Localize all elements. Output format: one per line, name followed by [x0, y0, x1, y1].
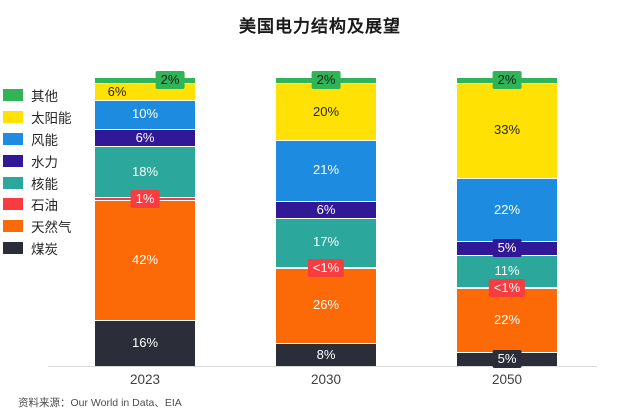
bar-label-other-2023: 2% — [155, 70, 185, 89]
chart-title: 美国电力结构及展望 — [239, 17, 401, 36]
legend-item-nuclear: 核能 — [3, 172, 72, 194]
source-note: 资料来源：Our World in Data、EIA — [18, 397, 182, 409]
bar-segment-coal-2030 — [276, 343, 376, 366]
bar-segment-gas-2023 — [95, 200, 195, 321]
bar-label-other-2050: 2% — [492, 70, 522, 89]
bar-label-wind-2023: 10% — [131, 105, 159, 121]
bar-segment-wind-2030 — [276, 140, 376, 201]
legend-swatch-oil — [3, 198, 23, 211]
bar-label-gas-2030: 26% — [312, 297, 340, 313]
bar-label-nuclear-2050: 11% — [494, 263, 520, 279]
bar-label-oil-2023: 1% — [130, 189, 160, 208]
legend-label: 煤炭 — [31, 242, 58, 258]
legend-swatch-gas — [3, 220, 23, 233]
bar-segment-coal-2023 — [95, 320, 195, 366]
legend-label: 核能 — [31, 176, 58, 192]
bar-label-wind-2030: 21% — [312, 162, 340, 178]
legend-swatch-wind — [3, 132, 23, 145]
legend-label: 风能 — [31, 132, 58, 148]
bar-label-oil-2050: <1% — [488, 278, 526, 297]
x-tick-2050: 2050 — [491, 372, 523, 387]
bar-segment-hydro-2030 — [276, 200, 376, 218]
x-axis-line — [48, 366, 597, 367]
legend-label: 天然气 — [31, 220, 72, 236]
legend-item-oil: 石油 — [3, 193, 72, 215]
legend-label: 太阳能 — [31, 110, 72, 126]
bar-label-coal-2050: 5% — [492, 349, 522, 368]
legend-item-wind: 风能 — [3, 128, 72, 150]
legend-label: 石油 — [31, 198, 58, 214]
bar-label-solar-2050: 33% — [493, 121, 521, 137]
bar-label-hydro-2050: 5% — [492, 239, 522, 258]
bar-label-hydro-2023: 6% — [135, 129, 155, 145]
legend-item-coal: 煤炭 — [3, 237, 72, 259]
legend-label: 其他 — [31, 88, 58, 104]
legend-item-other: 其他 — [3, 84, 72, 106]
bar-label-gas-2023: 42% — [131, 252, 159, 268]
bar-label-other-2030: 2% — [311, 70, 341, 89]
bar-label-coal-2030: 8% — [316, 347, 336, 362]
bar-2030: 8% 26% <1% 17% 6% 21% 20% 2% — [276, 70, 376, 366]
bar-2023: 16% 42% 1% 18% 6% 10% 6% 2% — [95, 70, 195, 366]
x-tick-2030: 2030 — [310, 372, 342, 387]
bar-segment-hydro-2023 — [95, 128, 195, 146]
legend-swatch-nuclear — [3, 176, 23, 189]
bar-label-solar-2023: 6% — [107, 83, 127, 99]
bar-label-solar-2030: 20% — [312, 103, 340, 119]
bar-2050: 5% 22% <1% 11% 5% 22% 33% 2% — [457, 70, 557, 368]
x-tick-2023: 2023 — [129, 372, 161, 387]
bar-segment-other-2023 — [95, 77, 195, 83]
bar-label-hydro-2030: 6% — [316, 201, 336, 217]
legend-swatch-other — [3, 88, 23, 101]
bar-label-wind-2050: 22% — [493, 201, 521, 217]
bar-label-oil-2030: <1% — [307, 258, 345, 277]
legend: 其他 太阳能 风能 水力 核能 石油 天然气 煤炭 — [3, 84, 72, 259]
legend-item-solar: 太阳能 — [3, 106, 72, 128]
legend-swatch-solar — [3, 110, 23, 123]
bar-label-nuclear-2030: 17% — [312, 233, 340, 249]
bar-segment-gas-2030 — [276, 268, 376, 343]
bar-label-coal-2023: 16% — [131, 335, 159, 351]
legend-swatch-coal — [3, 242, 23, 255]
bar-label-gas-2050: 22% — [493, 312, 521, 328]
bar-segment-nuclear-2023 — [95, 145, 195, 198]
bar-segment-wind-2050 — [457, 177, 557, 241]
legend-item-hydro: 水力 — [3, 150, 72, 172]
bar-label-nuclear-2023: 18% — [131, 163, 159, 179]
bar-segment-wind-2023 — [95, 99, 195, 129]
legend-swatch-hydro — [3, 154, 23, 167]
legend-item-gas: 天然气 — [3, 215, 72, 237]
legend-label: 水力 — [31, 154, 58, 170]
